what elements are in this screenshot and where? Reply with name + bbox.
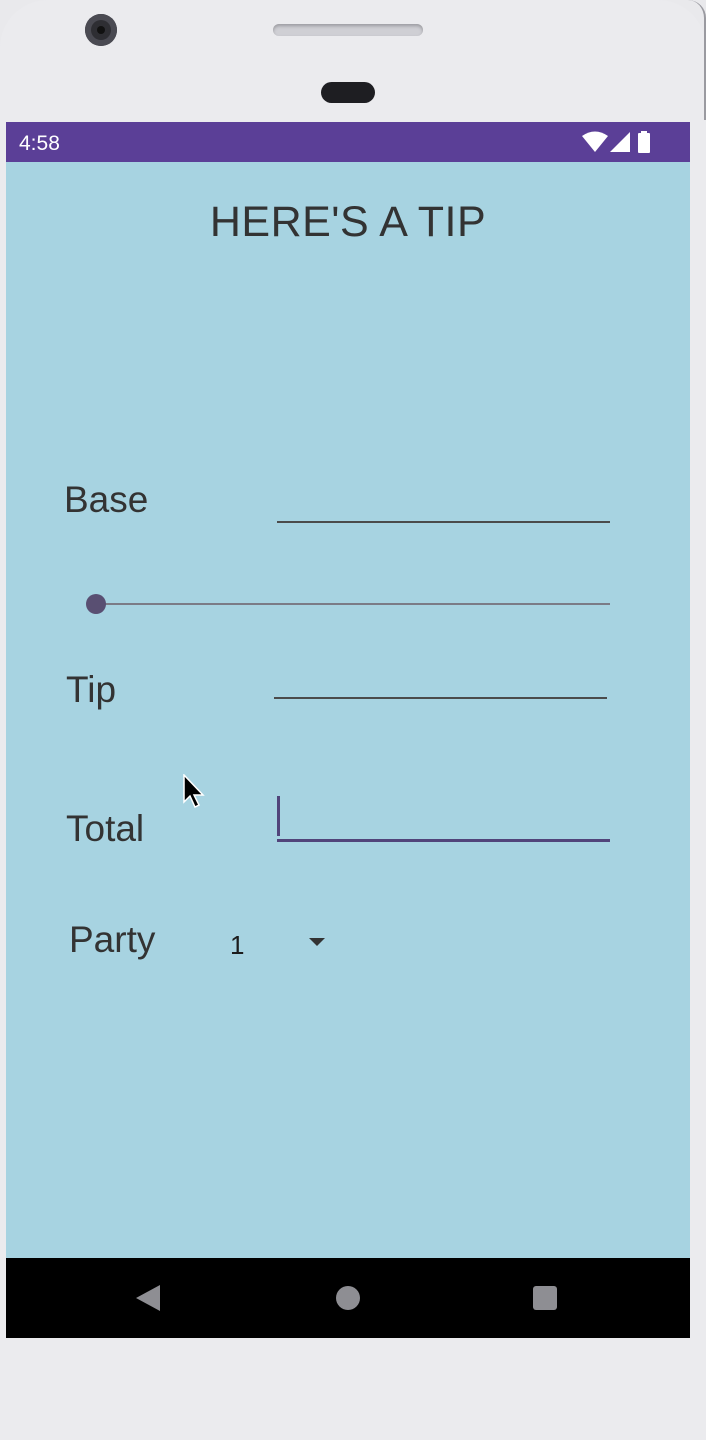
party-dropdown[interactable]: 1	[224, 922, 344, 966]
navigation-bar	[6, 1258, 690, 1338]
party-selected-value: 1	[230, 930, 245, 960]
status-bar: 4:58	[6, 122, 690, 162]
tip-field-underline	[274, 697, 607, 699]
wifi-icon	[582, 131, 608, 152]
total-field-underline	[277, 839, 610, 842]
home-icon[interactable]	[336, 1286, 360, 1310]
text-cursor	[277, 796, 280, 836]
battery-icon	[638, 131, 650, 153]
slider-track	[96, 603, 610, 605]
device-edge	[688, 0, 706, 120]
dropdown-arrow-icon	[309, 938, 325, 946]
base-input[interactable]	[277, 472, 610, 524]
cell-signal-icon	[610, 132, 630, 152]
app-title: HERE'S A TIP	[209, 198, 487, 246]
tip-label: Tip	[66, 669, 117, 710]
speaker-grille	[273, 24, 423, 36]
total-field[interactable]	[277, 796, 610, 842]
base-label: Base	[64, 479, 149, 520]
status-time: 4:58	[19, 132, 60, 155]
total-label: Total	[66, 808, 145, 849]
tip-field[interactable]	[274, 648, 607, 700]
app-screen: 4:58 HERE'S A TIP Base Tip Total	[6, 122, 690, 1338]
front-camera	[85, 14, 117, 46]
slider-thumb[interactable]	[86, 594, 106, 614]
base-input-underline	[277, 521, 610, 523]
earpiece	[321, 82, 375, 103]
recents-icon[interactable]	[533, 1286, 557, 1310]
mouse-pointer-icon	[183, 774, 205, 809]
back-icon[interactable]	[136, 1285, 162, 1311]
party-label: Party	[69, 919, 156, 960]
